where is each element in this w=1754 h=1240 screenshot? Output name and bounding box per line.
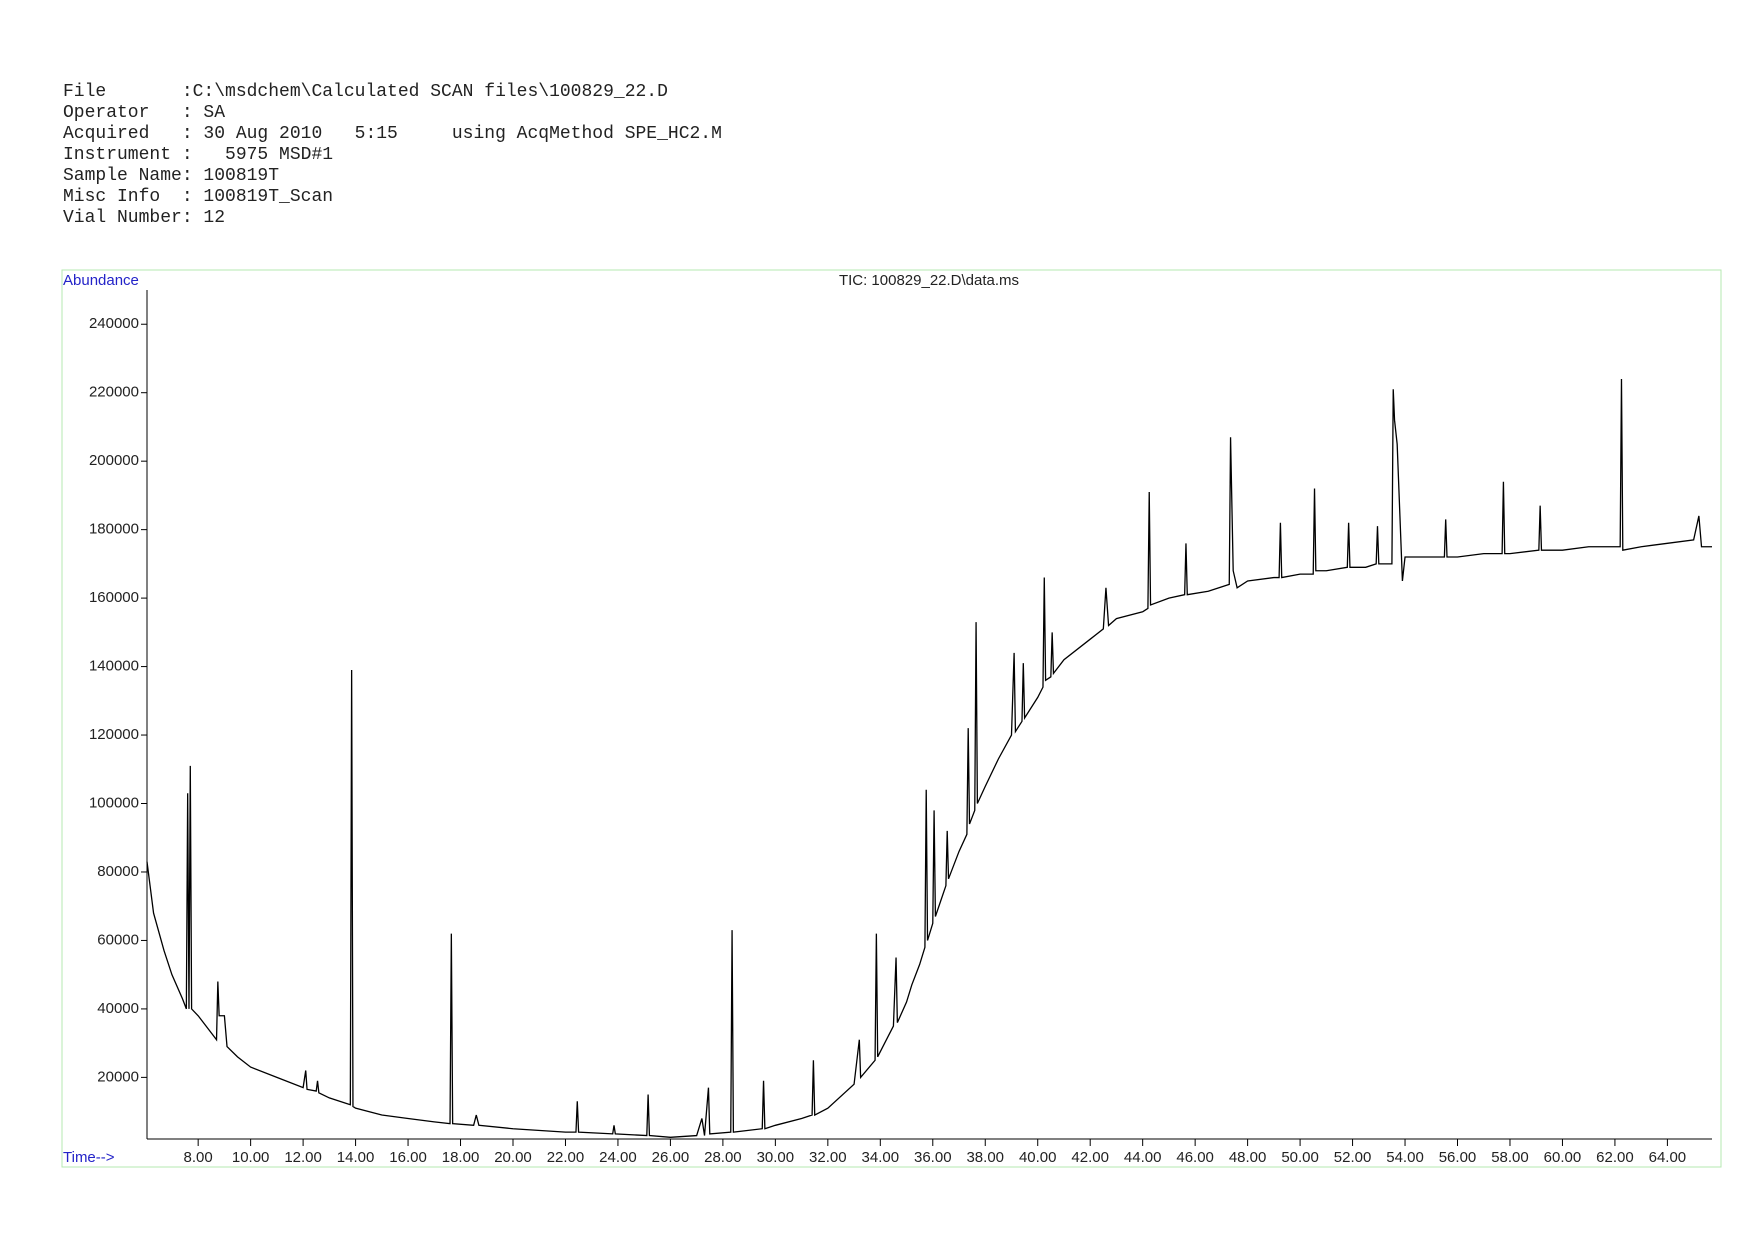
x-tick-label: 60.00: [1544, 1149, 1582, 1166]
y-tick-label: 140000: [89, 658, 139, 675]
x-tick-label: 64.00: [1649, 1149, 1687, 1166]
x-tick-label: 44.00: [1124, 1149, 1162, 1166]
x-tick-label: 56.00: [1439, 1149, 1477, 1166]
x-tick-label: 50.00: [1281, 1149, 1319, 1166]
x-tick-label: 34.00: [862, 1149, 900, 1166]
x-tick-label: 16.00: [389, 1149, 427, 1166]
x-tick-label: 38.00: [966, 1149, 1004, 1166]
chart-frame: [61, 269, 1722, 1168]
x-tick-label: 62.00: [1596, 1149, 1634, 1166]
x-tick-label: 36.00: [914, 1149, 952, 1166]
file-header: File :C:\msdchem\Calculated SCAN files\1…: [63, 82, 722, 229]
x-tick-label: 22.00: [547, 1149, 585, 1166]
x-tick-label: 58.00: [1491, 1149, 1529, 1166]
x-tick-label: 20.00: [494, 1149, 532, 1166]
header-line: Operator : SA: [63, 103, 226, 123]
y-tick-label: 100000: [89, 794, 139, 811]
tic-trace: [146, 379, 1712, 1138]
x-tick-label: 42.00: [1071, 1149, 1109, 1166]
x-axis-label: Time-->: [63, 1149, 115, 1166]
y-tick-label: 20000: [97, 1068, 139, 1085]
x-tick-label: 30.00: [757, 1149, 795, 1166]
header-line: Vial Number: 12: [63, 208, 226, 228]
header-line: File :C:\msdchem\Calculated SCAN files\1…: [63, 82, 668, 102]
y-tick-label: 200000: [89, 452, 139, 469]
x-tick-label: 18.00: [442, 1149, 480, 1166]
x-tick-label: 24.00: [599, 1149, 637, 1166]
x-tick-label: 12.00: [284, 1149, 322, 1166]
y-axis-label: Abundance: [63, 272, 139, 289]
y-tick-label: 180000: [89, 521, 139, 538]
header-line: Acquired : 30 Aug 2010 5:15 using AcqMet…: [63, 124, 722, 144]
x-tick-label: 46.00: [1176, 1149, 1214, 1166]
y-tick-label: 60000: [97, 931, 139, 948]
header-line: Sample Name: 100819T: [63, 166, 280, 186]
y-tick-label: 160000: [89, 589, 139, 606]
x-tick-label: 40.00: [1019, 1149, 1057, 1166]
y-tick-label: 40000: [97, 1000, 139, 1017]
y-tick-label: 80000: [97, 863, 139, 880]
header-line: Misc Info : 100819T_Scan: [63, 187, 334, 207]
header-line: Instrument : 5975 MSD#1: [63, 145, 334, 165]
x-tick-label: 32.00: [809, 1149, 847, 1166]
x-tick-label: 10.00: [232, 1149, 270, 1166]
y-tick-label: 240000: [89, 315, 139, 332]
x-tick-label: 52.00: [1334, 1149, 1372, 1166]
y-tick-label: 220000: [89, 384, 139, 401]
y-tick-label: 120000: [89, 726, 139, 743]
chart-title: TIC: 100829_22.D\data.ms: [839, 272, 1019, 289]
x-tick-label: 48.00: [1229, 1149, 1267, 1166]
x-tick-label: 28.00: [704, 1149, 742, 1166]
x-tick-label: 8.00: [184, 1149, 213, 1166]
x-tick-label: 14.00: [337, 1149, 375, 1166]
x-tick-label: 54.00: [1386, 1149, 1424, 1166]
x-tick-label: 26.00: [652, 1149, 690, 1166]
